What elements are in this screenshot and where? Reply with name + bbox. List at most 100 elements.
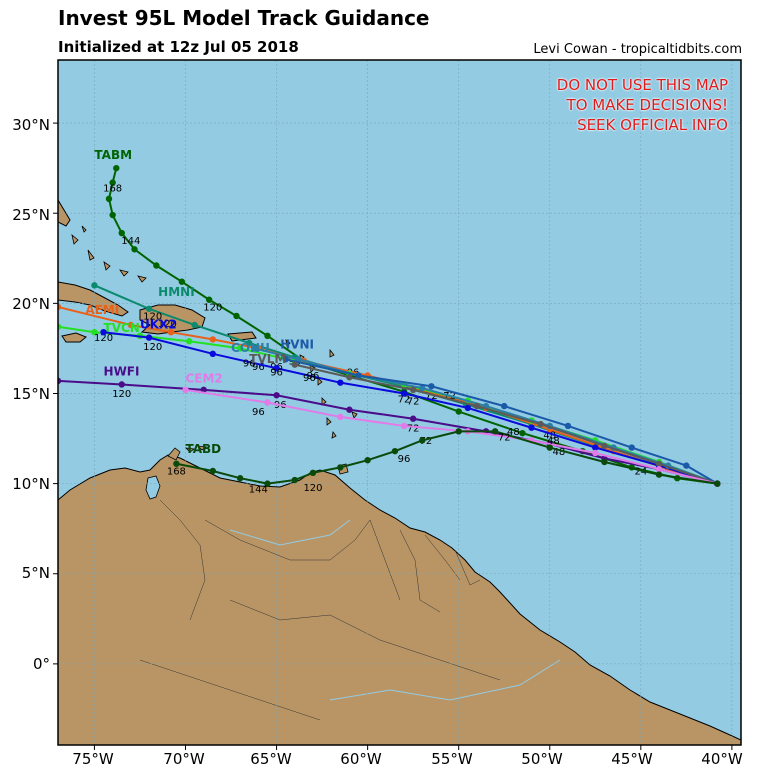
track-point	[153, 262, 160, 269]
model-tracks: 16814412096724824TABM1209672HMNI12096724…	[58, 148, 721, 496]
track-point	[145, 305, 153, 312]
forecast-hour-label: 96	[243, 358, 256, 369]
track-point	[455, 408, 462, 415]
track-point	[346, 406, 353, 413]
warning-line-3: SEEK OFFICIAL INFO	[577, 116, 728, 134]
lat-label-20n: 20°N	[12, 295, 50, 313]
forecast-hour-label: 168	[103, 184, 122, 195]
cuba-land	[58, 281, 129, 317]
forecast-hour-label: 48	[547, 436, 560, 447]
forecast-hour-label: 144	[121, 236, 140, 247]
map-title: Invest 95L Model Track Guidance	[58, 6, 430, 30]
bahamas-islands	[71, 225, 147, 283]
track-point	[537, 420, 544, 428]
track-point	[91, 282, 98, 289]
track-point	[291, 476, 298, 484]
rivers	[229, 519, 561, 701]
track-point	[182, 386, 189, 394]
lon-label-60w: 60°W	[340, 750, 382, 768]
track-point	[264, 332, 271, 340]
track-point	[655, 465, 663, 473]
forecast-hour-label: 48	[552, 447, 565, 458]
model-name-label: CEM2	[185, 372, 222, 386]
track-point	[282, 356, 289, 363]
forecast-hour-label: 120	[303, 483, 322, 494]
forecast-hour-label: 120	[203, 303, 222, 314]
warning-line-1: DO NOT USE THIS MAP	[556, 76, 728, 94]
track-line	[294, 363, 718, 485]
lon-label-55w: 55°W	[431, 750, 473, 768]
south-america-land	[58, 454, 741, 745]
track-point	[714, 480, 721, 487]
track-point	[546, 444, 553, 451]
lat-label-15n: 15°N	[12, 385, 50, 403]
track-point	[127, 321, 135, 329]
track-point	[113, 164, 120, 172]
track-point	[501, 402, 508, 410]
forecast-hour-label: 96	[252, 362, 265, 373]
track-point	[400, 422, 408, 430]
track-point	[209, 350, 217, 358]
lat-label-30n: 30°N	[12, 116, 50, 134]
track-point	[291, 361, 298, 368]
lat-label-25n: 25°N	[12, 206, 50, 224]
track-point	[209, 336, 217, 343]
track-point	[91, 328, 98, 336]
forecast-hour-label: 144	[249, 485, 268, 496]
paraguana-land	[167, 447, 181, 461]
track-point	[309, 469, 317, 477]
track-point	[109, 179, 116, 186]
axis-ticks	[53, 122, 733, 750]
forecast-hour-label: 168	[167, 467, 186, 478]
lon-label-75w: 75°W	[72, 750, 114, 768]
track-point	[400, 390, 408, 397]
forecast-hour-label: 72	[498, 432, 511, 443]
lon-label-50w: 50°W	[521, 750, 563, 768]
track-point	[592, 444, 599, 451]
track-point	[246, 339, 253, 347]
track-point	[191, 321, 198, 329]
model-name-label: TVCN	[104, 321, 140, 335]
track-point	[337, 379, 344, 386]
map-frame	[57, 59, 742, 746]
track-point	[455, 428, 462, 435]
track-point	[145, 334, 153, 341]
track-point	[491, 428, 499, 435]
track-point	[205, 296, 213, 303]
forecast-hour-label: 120	[158, 319, 177, 330]
model-name-label: AEMI	[85, 303, 119, 317]
track-line	[285, 358, 718, 485]
model-name-label: TABD	[185, 442, 221, 456]
model-name-label: HVNI	[280, 337, 314, 351]
track-point	[167, 328, 175, 336]
track-point	[118, 229, 125, 237]
track-point	[473, 402, 481, 410]
track-point	[58, 323, 62, 330]
credit-text: Levi Cowan - tropicaltidbits.com	[533, 42, 742, 57]
track-point	[464, 404, 471, 412]
track-point	[683, 462, 690, 469]
track-point	[100, 328, 107, 336]
forecast-hour-label: 72	[407, 423, 420, 434]
track-point	[58, 377, 62, 385]
forecast-hour-label: 96	[398, 454, 411, 465]
forecast-hour-label: 96	[270, 367, 283, 378]
track-point	[391, 447, 399, 455]
forecast-hour-label: 96	[303, 373, 316, 384]
track-point	[592, 449, 599, 457]
map-subtitle: Initialized at 12z Jul 05 2018	[58, 38, 299, 56]
track-point	[273, 365, 280, 372]
forecast-hour-label: 48	[543, 431, 556, 442]
track-point	[419, 384, 426, 392]
lat-label-0: 0°	[32, 655, 50, 673]
forecast-hour-label: 120	[112, 389, 131, 400]
warning-box: DO NOT USE THIS MAP TO MAKE DECISIONS! S…	[557, 75, 728, 135]
track-point	[185, 338, 193, 345]
warning-line-2: TO MAKE DECISIONS!	[566, 96, 728, 114]
track-point	[519, 429, 526, 437]
track-point	[105, 195, 113, 203]
track-point	[273, 392, 280, 399]
forecast-hour-label: 72	[407, 396, 420, 407]
lat-label-10n: 10°N	[12, 475, 50, 493]
track-hvni: 96 HVNI	[280, 337, 721, 487]
